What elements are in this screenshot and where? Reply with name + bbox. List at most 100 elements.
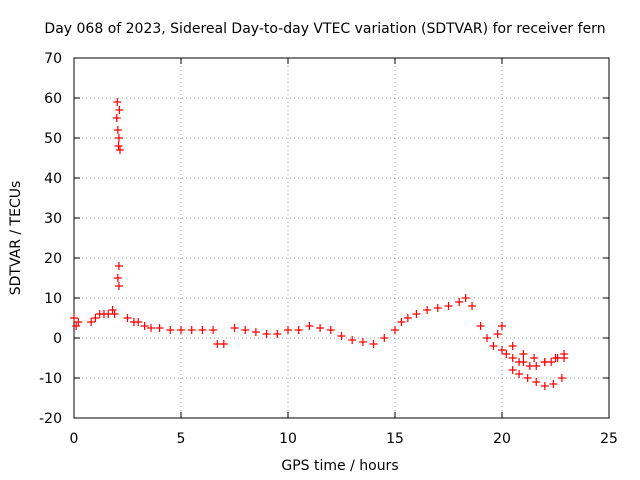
y-tick-label: -20 xyxy=(39,411,62,427)
data-point xyxy=(358,338,367,346)
data-point xyxy=(115,106,124,114)
data-point xyxy=(134,318,143,326)
data-point xyxy=(114,142,123,150)
y-tick-label: 40 xyxy=(44,171,62,187)
data-points xyxy=(70,98,569,390)
data-point xyxy=(557,374,566,382)
x-tick-label: 0 xyxy=(70,431,79,447)
data-point xyxy=(294,326,303,334)
data-point xyxy=(461,294,470,302)
data-point xyxy=(241,326,250,334)
data-point xyxy=(502,350,511,358)
data-point xyxy=(433,304,442,312)
x-tick-label: 10 xyxy=(279,431,297,447)
data-point xyxy=(540,358,549,366)
data-point xyxy=(177,326,185,334)
data-point xyxy=(489,342,498,350)
plot-frame xyxy=(73,57,610,419)
data-point xyxy=(155,324,164,332)
data-point xyxy=(468,302,477,310)
x-tick-label: 25 xyxy=(600,431,618,447)
x-tick-label: 15 xyxy=(386,431,404,447)
data-point xyxy=(483,334,492,342)
data-point xyxy=(114,262,123,270)
data-point xyxy=(326,326,335,334)
data-point xyxy=(476,322,485,330)
data-point xyxy=(498,346,506,354)
y-tick-label: 70 xyxy=(44,51,62,67)
data-point xyxy=(391,326,399,334)
data-point xyxy=(455,298,464,306)
y-tick-label: -10 xyxy=(39,371,62,387)
data-point xyxy=(251,328,260,336)
data-point xyxy=(444,302,453,310)
chart-title: Day 068 of 2023, Sidereal Day-to-day VTE… xyxy=(44,21,605,37)
data-point xyxy=(72,322,81,330)
data-point xyxy=(493,330,502,338)
y-axis-label: SDTVAR / TECUs xyxy=(8,181,24,296)
y-tick-label: 20 xyxy=(44,251,62,267)
data-point xyxy=(219,340,228,348)
data-point xyxy=(114,282,123,290)
data-point xyxy=(74,318,83,326)
x-tick-label: 5 xyxy=(177,431,186,447)
data-point xyxy=(412,310,421,318)
data-point xyxy=(337,332,346,340)
grid-lines xyxy=(74,58,609,418)
data-point xyxy=(403,314,412,322)
data-point xyxy=(369,340,378,348)
data-point xyxy=(123,314,132,322)
data-point xyxy=(519,358,528,366)
data-point xyxy=(112,114,121,122)
x-axis: 0 5 10 15 20 25 xyxy=(70,58,618,447)
y-tick-label: 30 xyxy=(44,211,62,227)
data-point xyxy=(147,324,156,332)
data-point xyxy=(113,274,122,282)
y-axis: -20 -10 0 10 20 30 40 50 60 70 xyxy=(39,51,609,427)
data-point xyxy=(532,378,541,386)
data-point xyxy=(305,322,314,330)
data-point xyxy=(508,354,517,362)
data-point xyxy=(515,370,524,378)
data-point xyxy=(262,330,271,338)
data-point xyxy=(230,324,239,332)
data-point xyxy=(187,326,196,334)
data-point xyxy=(113,98,122,106)
data-point xyxy=(198,326,207,334)
data-point xyxy=(540,382,549,390)
data-point xyxy=(114,134,123,142)
series-sdtvar xyxy=(70,98,569,390)
data-point xyxy=(551,354,560,362)
data-point xyxy=(423,306,432,314)
data-point xyxy=(140,322,149,330)
data-point xyxy=(523,374,532,382)
data-point xyxy=(209,326,218,334)
data-point xyxy=(166,326,175,334)
data-point xyxy=(397,318,406,326)
data-point xyxy=(519,350,528,358)
data-point xyxy=(508,366,517,374)
data-point xyxy=(108,306,117,314)
data-point xyxy=(113,126,122,134)
data-point xyxy=(70,314,78,322)
data-point xyxy=(348,336,357,344)
data-point xyxy=(316,324,325,332)
data-point xyxy=(110,310,119,318)
data-point xyxy=(284,326,292,334)
data-point xyxy=(273,330,282,338)
x-tick-label: 20 xyxy=(493,431,511,447)
data-point xyxy=(87,318,96,326)
data-point xyxy=(532,362,541,370)
data-point xyxy=(498,322,506,330)
data-point xyxy=(380,334,389,342)
data-point xyxy=(530,354,539,362)
data-point xyxy=(508,342,517,350)
data-point xyxy=(116,146,125,154)
y-tick-label: 60 xyxy=(44,91,62,107)
data-point xyxy=(91,314,100,322)
y-tick-label: 0 xyxy=(53,331,62,347)
y-tick-label: 50 xyxy=(44,131,62,147)
data-point xyxy=(560,350,569,358)
x-axis-label: GPS time / hours xyxy=(281,458,398,474)
